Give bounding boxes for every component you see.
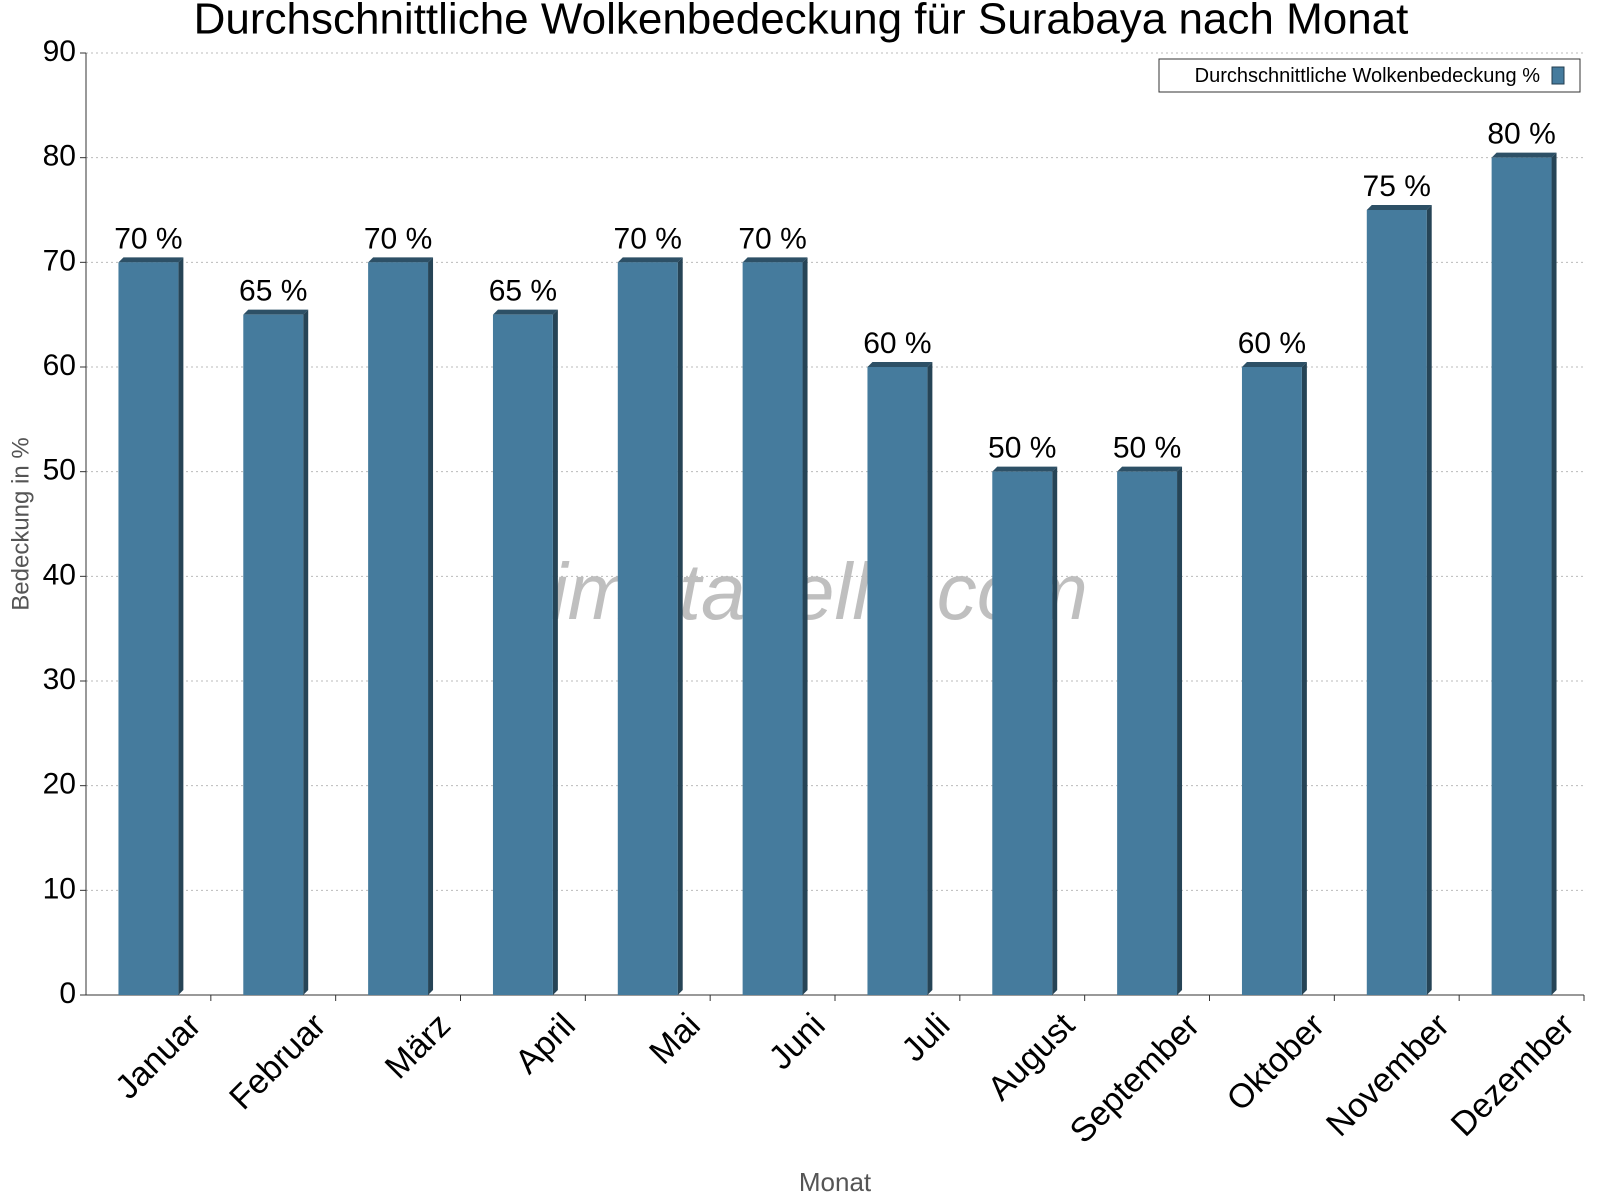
- legend-box: [1158, 58, 1581, 93]
- bar-side: [303, 309, 309, 996]
- legend-swatch: [1551, 66, 1565, 85]
- bar-side: [1177, 466, 1183, 996]
- bar-side: [1301, 362, 1307, 995]
- value-label: 65 %: [239, 275, 307, 308]
- bar: [118, 262, 179, 995]
- bar: [492, 314, 553, 996]
- bar-top: [1117, 466, 1183, 472]
- bar: [867, 367, 928, 995]
- bar-side: [1551, 152, 1557, 995]
- legend-label: Durchschnittliche Wolkenbedeckung %: [1195, 65, 1541, 87]
- x-tick-label: März: [378, 1006, 458, 1086]
- bar-top: [742, 257, 808, 263]
- bar-top: [118, 257, 184, 263]
- bar: [1366, 210, 1427, 995]
- x-tick-label: Januar: [108, 1006, 208, 1106]
- y-tick-label: 20: [43, 768, 76, 801]
- bar-side: [1052, 466, 1058, 996]
- bar: [1241, 367, 1302, 995]
- x-tick-label: Dezember: [1444, 1006, 1582, 1144]
- y-tick-label: 30: [43, 663, 76, 696]
- bar-side: [802, 257, 808, 995]
- value-label: 50 %: [988, 432, 1056, 465]
- bar-side: [1426, 205, 1432, 995]
- bar-side: [677, 257, 683, 995]
- bar-top: [867, 362, 933, 367]
- x-tick-label: Oktober: [1220, 1006, 1332, 1118]
- bar-side: [178, 257, 184, 995]
- y-tick-label: 10: [43, 872, 76, 905]
- value-label: 50 %: [1113, 432, 1181, 465]
- value-label: 70 %: [114, 222, 182, 255]
- x-tick-label: November: [1319, 1006, 1457, 1144]
- value-label: 70 %: [614, 222, 682, 255]
- bar-top: [1491, 152, 1557, 158]
- bar-side: [927, 362, 933, 995]
- y-tick-label: 50: [43, 454, 76, 487]
- y-tick-label: 70: [43, 244, 76, 277]
- value-label: 60 %: [1238, 327, 1306, 360]
- x-tick-label: Juni: [762, 1006, 833, 1077]
- value-label: 60 %: [863, 327, 931, 360]
- x-tick-label: September: [1063, 1006, 1207, 1150]
- chart-title: Durchschnittliche Wolkenbedeckung für Su…: [194, 0, 1409, 44]
- bar-top: [617, 257, 683, 263]
- bar-side: [428, 257, 434, 995]
- bar-top: [492, 309, 558, 315]
- bar-top: [368, 257, 434, 263]
- bar: [617, 262, 678, 995]
- y-tick-label: 80: [43, 140, 76, 173]
- x-tick-label: August: [981, 1006, 1083, 1108]
- bar: [243, 314, 304, 996]
- value-label: 70 %: [364, 222, 432, 255]
- bar: [992, 471, 1053, 996]
- bar-top: [1366, 205, 1432, 210]
- bar-top: [1241, 362, 1307, 367]
- x-axis-title: Monat: [799, 1167, 872, 1197]
- bar: [368, 262, 429, 995]
- x-tick-label: Juli: [894, 1006, 957, 1069]
- x-tick-label: Mai: [642, 1006, 708, 1072]
- value-label: 70 %: [738, 222, 806, 255]
- x-tick-label: Februar: [222, 1006, 333, 1117]
- x-tick-label: April: [508, 1006, 583, 1081]
- y-tick-label: 0: [59, 977, 76, 1010]
- y-tick-label: 60: [43, 349, 76, 382]
- bar-side: [552, 309, 558, 996]
- bar-top: [243, 309, 309, 315]
- value-label: 65 %: [489, 275, 557, 308]
- bar-top: [992, 466, 1058, 472]
- value-label: 75 %: [1363, 170, 1431, 203]
- bar: [1491, 157, 1552, 995]
- y-axis-title: Bedeckung in %: [7, 437, 34, 610]
- y-tick-label: 40: [43, 558, 76, 591]
- y-tick-label: 90: [43, 35, 76, 68]
- bar: [1117, 471, 1178, 996]
- bar: [742, 262, 803, 995]
- value-label: 80 %: [1487, 118, 1555, 151]
